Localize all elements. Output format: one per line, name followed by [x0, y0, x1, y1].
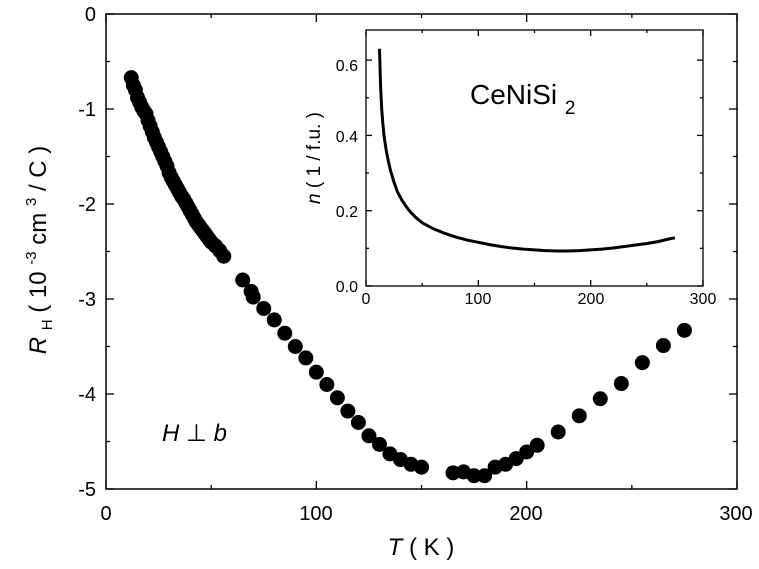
main-x-axis-symbol: T — [388, 534, 405, 561]
main-y-tick-label: -3 — [78, 289, 96, 311]
inset-y-tick-label: 0.2 — [336, 204, 358, 221]
compound-subscript: 2 — [565, 98, 576, 119]
data-point — [340, 403, 356, 419]
main-x-tick-labels: 0 100 200 300 — [100, 503, 752, 525]
inset-y-tick-labels: 0.0 0.2 0.4 0.6 — [336, 58, 358, 296]
inset-x-tick-label: 300 — [690, 291, 717, 308]
data-point — [245, 289, 261, 305]
field-orientation-annotation: H ⊥ b — [162, 420, 227, 447]
main-y-axis-unit-prefix: ( 10 — [25, 271, 52, 312]
main-x-tick-label: 100 — [299, 503, 332, 525]
inset-x-tick-labels: 0 100 200 300 — [362, 291, 717, 308]
data-point — [550, 424, 566, 440]
annotation-perp: ⊥ — [186, 420, 214, 447]
main-x-tick-label: 0 — [100, 503, 111, 525]
data-point — [329, 390, 345, 406]
data-point — [266, 312, 282, 328]
inset-density-line — [378, 48, 676, 253]
data-point — [287, 339, 303, 354]
data-point — [256, 301, 272, 316]
main-y-tick-label: 0 — [85, 4, 96, 26]
inset-y-tick-label: 0.6 — [336, 58, 358, 75]
inset-x-tick-label: 0 — [362, 291, 371, 308]
main-y-axis-unit-exponent: -3 — [23, 251, 40, 264]
data-point — [655, 338, 671, 354]
main-y-tick-label: -2 — [78, 194, 96, 216]
main-y-axis-unit-mid: cm — [25, 213, 52, 245]
data-point — [319, 377, 335, 392]
data-point — [592, 391, 608, 407]
main-y-tick-labels: 0 -1 -2 -3 -4 -5 — [78, 4, 96, 501]
main-y-axis-unit-suffix: / C ) — [25, 146, 52, 191]
data-point — [414, 459, 429, 475]
inset-x-tick-label: 100 — [465, 291, 492, 308]
data-point — [216, 248, 232, 264]
data-point — [308, 364, 324, 380]
data-point — [477, 468, 493, 484]
data-point — [298, 350, 314, 366]
main-y-tick-label: -5 — [78, 479, 96, 501]
main-y-axis-unit-exponent2: 3 — [23, 198, 40, 206]
inset-x-tick-label: 200 — [578, 291, 605, 308]
main-x-tick-label: 200 — [509, 503, 542, 525]
main-x-axis-unit: ( K ) — [409, 534, 454, 561]
compound-formula: CeNiSi — [470, 79, 557, 110]
data-point — [361, 428, 377, 444]
inset-y-axis-label: n ( 1 / f.u. ) — [304, 112, 325, 204]
data-point — [676, 322, 692, 338]
data-point — [634, 355, 650, 371]
inset-y-axis-symbol: n — [304, 193, 325, 204]
main-x-axis-label: T ( K ) — [388, 534, 455, 561]
main-y-axis-subscript: H — [39, 319, 56, 330]
data-point — [529, 437, 545, 453]
annotation-b: b — [214, 420, 227, 447]
data-point — [371, 436, 387, 452]
main-y-axis-label: R H ( 10 -3 cm 3 / C ) — [15, 146, 58, 355]
inset-axis-ticks — [365, 30, 704, 287]
data-point — [466, 468, 482, 484]
main-data-series — [123, 70, 692, 484]
data-point — [235, 272, 251, 288]
data-point — [277, 325, 293, 341]
data-point — [350, 415, 366, 430]
main-axis-ticks — [105, 13, 738, 490]
inset-y-axis-unit: ( 1 / f.u. ) — [304, 112, 325, 188]
main-x-tick-label: 300 — [719, 503, 752, 525]
data-point — [613, 376, 629, 392]
inset-background — [366, 30, 703, 286]
inset-compound-label: CeNiSi 2 — [470, 79, 576, 119]
main-y-axis-symbol: R — [25, 337, 52, 354]
data-point — [571, 408, 587, 424]
main-y-tick-label: -1 — [78, 99, 96, 121]
main-y-tick-label: -4 — [78, 384, 96, 406]
annotation-h: H — [162, 420, 180, 447]
inset-y-tick-label: 0.0 — [336, 279, 358, 296]
inset-y-tick-label: 0.4 — [336, 129, 358, 146]
